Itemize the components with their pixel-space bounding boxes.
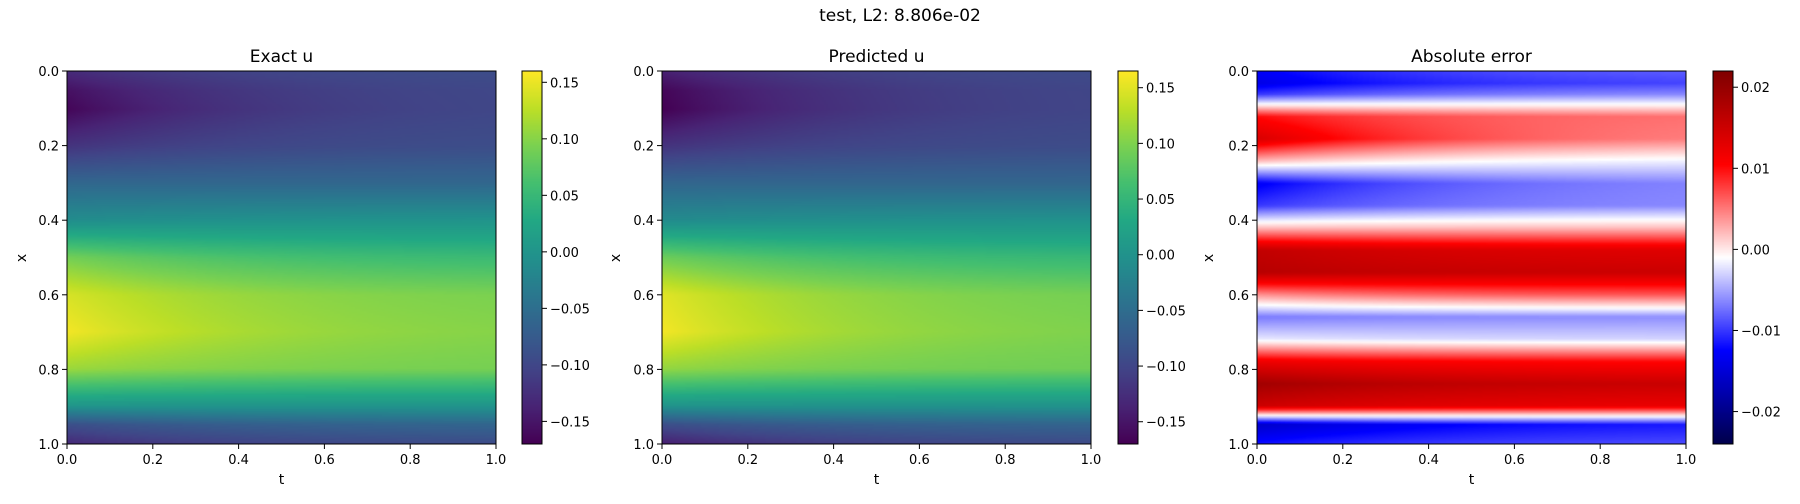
xtick-label-predicted-u: 0.4 xyxy=(823,453,844,468)
colorbar-ticks-predicted-u: −0.15 −0.10 −0.05 0.00 0.05 0.10 0.15 xyxy=(1138,82,1186,431)
panel-title-exact-u: Exact u xyxy=(250,47,313,67)
xtick-label-absolute-error: 0.8 xyxy=(1590,453,1611,468)
ytick-label-exact-u: 0.4 xyxy=(38,214,59,229)
x-ticks-exact-u: 0.0 0.2 0.4 0.6 0.8 1.0 xyxy=(57,444,507,468)
ylabel-absolute-error: x xyxy=(1201,254,1217,262)
xtick-label-absolute-error: 0.0 xyxy=(1247,453,1268,468)
xtick-label-exact-u: 0.8 xyxy=(400,453,421,468)
heatmap-exact-u xyxy=(67,71,496,444)
heatmap-absolute-error xyxy=(1257,71,1686,444)
colorbar-frame-absolute-error xyxy=(1712,70,1734,445)
y-ticks-predicted-u: 0.0 0.2 0.4 0.6 0.8 1.0 xyxy=(633,65,662,453)
colorbar-tick-label-predicted-u: −0.10 xyxy=(1146,360,1186,375)
colorbar-tick-label-predicted-u: 0.00 xyxy=(1146,249,1175,264)
ytick-label-exact-u: 0.8 xyxy=(38,363,59,378)
ytick-label-predicted-u: 0.6 xyxy=(633,289,654,304)
xtick-label-exact-u: 0.2 xyxy=(142,453,163,468)
colorbar-tick-label-exact-u: 0.05 xyxy=(550,189,579,204)
ytick-label-absolute-error: 0.8 xyxy=(1228,363,1249,378)
panel-predicted-u: Predicted u 0.0 0.2 0.4 0.6 0.8 1.0 0.0 0.2 0.4… xyxy=(608,47,1186,488)
x-ticks-absolute-error: 0.0 0.2 0.4 0.6 0.8 1.0 xyxy=(1247,444,1697,468)
colorbar-absolute-error xyxy=(1713,71,1733,444)
xtick-label-exact-u: 0.4 xyxy=(228,453,249,468)
colorbar-tick-label-predicted-u: −0.15 xyxy=(1146,416,1186,431)
ytick-label-predicted-u: 0.0 xyxy=(633,65,654,80)
colorbar-tick-label-predicted-u: 0.15 xyxy=(1146,82,1175,97)
ylabel-predicted-u: x xyxy=(608,254,624,262)
axes-frame-exact-u xyxy=(66,70,497,445)
ytick-label-exact-u: 0.2 xyxy=(38,140,59,155)
ytick-label-predicted-u: 0.8 xyxy=(633,363,654,378)
xtick-label-predicted-u: 1.0 xyxy=(1081,453,1102,468)
colorbar-tick-label-predicted-u: 0.10 xyxy=(1146,137,1175,152)
colorbar-tick-label-exact-u: −0.15 xyxy=(550,415,590,430)
colorbar-tick-label-exact-u: 0.00 xyxy=(550,246,579,261)
y-ticks-exact-u: 0.0 0.2 0.4 0.6 0.8 1.0 xyxy=(38,65,67,453)
colorbar-tick-label-predicted-u: −0.05 xyxy=(1146,304,1186,319)
xtick-label-predicted-u: 0.0 xyxy=(652,453,673,468)
ytick-label-exact-u: 0.6 xyxy=(38,289,59,304)
ytick-label-predicted-u: 0.4 xyxy=(633,214,654,229)
xtick-label-absolute-error: 0.4 xyxy=(1418,453,1439,468)
colorbar-predicted-u xyxy=(1118,71,1138,444)
ytick-label-exact-u: 1.0 xyxy=(38,438,59,453)
xtick-label-predicted-u: 0.6 xyxy=(909,453,930,468)
ytick-label-absolute-error: 0.0 xyxy=(1228,65,1249,80)
axes-frame-predicted-u xyxy=(661,70,1092,445)
colorbar-ticks-exact-u: −0.15 −0.10 −0.05 0.00 0.05 0.10 0.15 xyxy=(542,76,590,430)
ytick-label-exact-u: 0.0 xyxy=(38,65,59,80)
colorbar-tick-label-exact-u: 0.10 xyxy=(550,133,579,148)
ytick-label-absolute-error: 1.0 xyxy=(1228,438,1249,453)
xlabel-absolute-error: t xyxy=(1469,472,1475,488)
x-ticks-predicted-u: 0.0 0.2 0.4 0.6 0.8 1.0 xyxy=(652,444,1102,468)
colorbar-frame-exact-u xyxy=(521,70,543,445)
colorbar-tick-label-absolute-error: 0.00 xyxy=(1741,243,1770,258)
colorbar-tick-label-absolute-error: 0.02 xyxy=(1741,81,1770,96)
heatmap-predicted-u xyxy=(662,71,1091,444)
colorbar-tick-label-exact-u: −0.10 xyxy=(550,359,590,374)
colorbar-tick-label-absolute-error: −0.01 xyxy=(1741,324,1781,339)
xtick-label-predicted-u: 0.2 xyxy=(737,453,758,468)
ylabel-exact-u: x xyxy=(14,254,30,262)
ytick-label-absolute-error: 0.6 xyxy=(1228,289,1249,304)
panel-title-predicted-u: Predicted u xyxy=(829,47,925,67)
ytick-label-predicted-u: 0.2 xyxy=(633,140,654,155)
xlabel-exact-u: t xyxy=(279,472,285,488)
ytick-label-absolute-error: 0.4 xyxy=(1228,214,1249,229)
colorbar-tick-label-predicted-u: 0.05 xyxy=(1146,193,1175,208)
xtick-label-exact-u: 0.0 xyxy=(57,453,78,468)
xlabel-predicted-u: t xyxy=(874,472,880,488)
colorbar-exact-u xyxy=(522,71,542,444)
colorbar-ticks-absolute-error: −0.02 −0.01 0.00 0.01 0.02 xyxy=(1733,81,1781,421)
colorbar-tick-label-exact-u: 0.15 xyxy=(550,76,579,91)
colorbar-tick-label-exact-u: −0.05 xyxy=(550,302,590,317)
xtick-label-predicted-u: 0.8 xyxy=(995,453,1016,468)
ytick-label-predicted-u: 1.0 xyxy=(633,438,654,453)
panel-absolute-error: Absolute error 0.0 0.2 0.4 0.6 0.8 1.0 0.0 0.2… xyxy=(1201,47,1781,488)
colorbar-frame-predicted-u xyxy=(1117,70,1139,445)
colorbar-tick-label-absolute-error: −0.02 xyxy=(1741,406,1781,421)
xtick-label-exact-u: 0.6 xyxy=(314,453,335,468)
y-ticks-absolute-error: 0.0 0.2 0.4 0.6 0.8 1.0 xyxy=(1228,65,1257,453)
xtick-label-exact-u: 1.0 xyxy=(486,453,507,468)
xtick-label-absolute-error: 0.6 xyxy=(1504,453,1525,468)
axes-frame-absolute-error xyxy=(1256,70,1687,445)
colorbar-tick-label-absolute-error: 0.01 xyxy=(1741,162,1770,177)
panel-title-absolute-error: Absolute error xyxy=(1411,47,1532,67)
ytick-label-absolute-error: 0.2 xyxy=(1228,140,1249,155)
xtick-label-absolute-error: 0.2 xyxy=(1332,453,1353,468)
figure-suptitle: test, L2: 8.806e-02 xyxy=(819,6,981,26)
xtick-label-absolute-error: 1.0 xyxy=(1676,453,1697,468)
panel-exact-u: Exact u 0.0 0.2 0.4 0.6 0.8 1.0 0.00.20.40.60… xyxy=(14,47,590,488)
